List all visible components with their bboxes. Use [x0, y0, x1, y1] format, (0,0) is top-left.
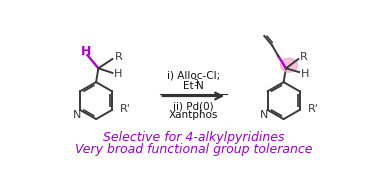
Text: ii) Pd(0): ii) Pd(0) [173, 101, 214, 111]
Text: Very broad functional group tolerance: Very broad functional group tolerance [75, 143, 313, 156]
Text: R': R' [307, 104, 318, 114]
Text: Xantphos: Xantphos [169, 110, 218, 120]
Text: R: R [300, 52, 308, 62]
Text: R': R' [120, 104, 131, 114]
Text: N: N [196, 81, 203, 91]
Text: R: R [115, 52, 122, 62]
Text: Selective for 4-alkylpyridines: Selective for 4-alkylpyridines [103, 131, 285, 144]
Text: H: H [81, 45, 91, 58]
Text: Et: Et [183, 81, 193, 91]
Text: 3: 3 [193, 79, 198, 88]
Text: N: N [73, 110, 81, 120]
Text: H: H [114, 69, 122, 79]
Ellipse shape [280, 58, 297, 72]
Text: H: H [301, 69, 309, 79]
Text: N: N [260, 110, 269, 120]
Text: i) Alloc-Cl;: i) Alloc-Cl; [167, 71, 220, 81]
